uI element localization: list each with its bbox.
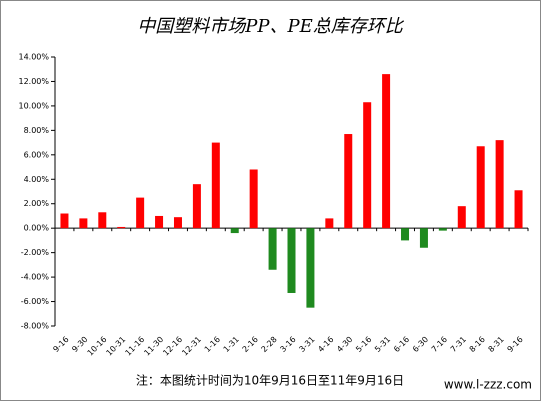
bar: [287, 228, 296, 293]
bar: [173, 217, 182, 229]
bar: [117, 226, 126, 229]
bar: [514, 190, 523, 229]
bar: [495, 140, 504, 229]
bar: [306, 228, 315, 308]
bar: [268, 228, 277, 270]
bar: [230, 228, 239, 234]
bar: [192, 184, 201, 229]
bar: [98, 212, 107, 229]
y-tick-label: 2.00%: [24, 199, 50, 208]
bar: [79, 218, 88, 229]
y-tick-label: 6.00%: [24, 150, 50, 159]
bar: [419, 228, 428, 248]
bar: [211, 142, 220, 229]
bar: [438, 228, 447, 231]
bar: [325, 218, 334, 229]
y-tick-label: 12.00%: [18, 77, 49, 86]
bar: [344, 134, 353, 229]
watermark: www.l-zzz.com: [444, 378, 532, 392]
bar: [60, 213, 69, 229]
y-tick-label: 0.00%: [24, 224, 50, 233]
bar: [401, 228, 410, 241]
y-tick-label: 4.00%: [24, 175, 50, 184]
y-tick-label: 14.00%: [18, 53, 49, 62]
bar: [155, 215, 164, 229]
y-tick-label: -2.00%: [21, 248, 50, 257]
y-tick-label: -6.00%: [21, 297, 50, 306]
chart-title: 中国塑料市场PP、PE总库存环比: [137, 16, 404, 37]
bar: [457, 206, 466, 229]
bar: [249, 169, 258, 229]
bar: [476, 146, 485, 229]
bar: [363, 102, 372, 229]
y-tick-label: -4.00%: [21, 273, 50, 282]
bar: [136, 197, 145, 229]
y-tick-label: 10.00%: [18, 101, 49, 110]
bar: [382, 74, 391, 229]
note: 注：本图统计时间为10年9月16日至11年9月16日: [136, 373, 404, 388]
y-tick-label: -8.00%: [21, 322, 50, 331]
y-tick-label: 8.00%: [24, 126, 50, 135]
